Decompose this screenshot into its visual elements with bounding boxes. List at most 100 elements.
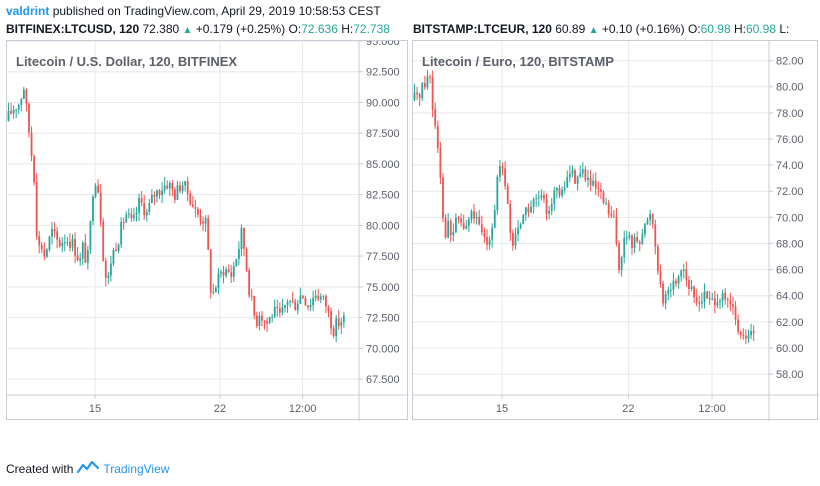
candle-body (571, 170, 574, 174)
candle-body (631, 235, 633, 248)
candle-body (120, 221, 123, 245)
candle-body (509, 203, 512, 233)
y-tick-label: 58.00 (776, 369, 804, 381)
candle-body (662, 283, 664, 304)
candles (7, 86, 345, 343)
y-tick-label: 95.000 (366, 41, 400, 48)
candle-body (30, 132, 33, 156)
candle-body (416, 92, 418, 95)
chart-title: Litecoin / U.S. Dollar, 120, BITFINEX (16, 54, 238, 69)
grid (413, 41, 769, 395)
candle-body (76, 255, 79, 261)
candle-body (133, 214, 135, 219)
candle-body (413, 92, 416, 100)
candle-body (581, 169, 584, 174)
candle-body (431, 77, 434, 110)
candle-body (610, 213, 613, 216)
tradingview-logo-icon[interactable] (77, 460, 100, 477)
candle-body (656, 246, 659, 272)
candle-body (514, 234, 517, 246)
candle-body (143, 202, 146, 216)
chart-panel-ltcusd[interactable]: 95.000 92.500 90.000 87.500 85.000 82.500 80.0… (6, 40, 409, 421)
candle-body (532, 199, 535, 207)
candle-body (589, 178, 592, 186)
candle-body (659, 271, 662, 284)
candle-body (322, 295, 325, 297)
candle-body (543, 195, 545, 199)
candle-body (35, 182, 38, 237)
candle-body (28, 103, 30, 133)
y-tick-label: 75.000 (366, 282, 400, 294)
candle-body (174, 189, 176, 200)
candle-body (238, 249, 240, 260)
candle-body (61, 242, 64, 247)
candle-body (127, 213, 130, 215)
candle-body (104, 260, 107, 278)
candle-body (620, 257, 623, 271)
open-label: O: (687, 22, 701, 36)
candle-body (107, 275, 110, 278)
candle-body (214, 287, 217, 292)
candle-body (317, 295, 320, 300)
price-chart-svg[interactable]: 82.00 80.00 78.00 76.00 74.00 72.00 70.00 68.00… (413, 41, 819, 421)
candle-body (556, 188, 558, 191)
candle-body (171, 183, 174, 190)
candle-body (51, 229, 53, 237)
candle-body (212, 291, 215, 293)
candle-body (734, 306, 737, 320)
candle-body (243, 227, 245, 249)
candle-body (240, 227, 243, 250)
y-tick-label: 74.00 (776, 160, 804, 172)
candle-body (332, 328, 335, 337)
candle-body (462, 222, 465, 229)
candle-body (286, 301, 289, 305)
candle-body (418, 94, 421, 99)
candle-body (89, 221, 92, 250)
candle-body (721, 292, 724, 301)
candle-body (99, 192, 102, 222)
candle-body (176, 185, 179, 200)
low-label: L: (779, 22, 790, 36)
symbol-line-right: BITSTAMP:LTCEUR, 120 60.89 ▲ +0.10 (+0.1… (413, 22, 818, 36)
candle-body (434, 109, 437, 126)
candle-body (457, 217, 460, 219)
candle-body (25, 89, 28, 104)
high-value: 60.98 (746, 22, 777, 36)
candle-body (682, 269, 685, 271)
chart-panel-ltceur[interactable]: 82.00 80.00 78.00 76.00 74.00 72.00 70.00 68.00… (412, 40, 819, 421)
candle-body (102, 221, 105, 261)
candle-body (421, 83, 424, 99)
candle-body (189, 193, 192, 205)
candle-body (726, 299, 729, 301)
candle-body (511, 232, 514, 246)
price-chart-svg[interactable]: 95.000 92.500 90.000 87.500 85.000 82.500 80.0… (7, 41, 409, 421)
created-with-text: Created with (6, 461, 74, 476)
candle-body (245, 248, 248, 271)
candle-body (584, 169, 587, 180)
candle-body (486, 236, 488, 245)
candle-body (22, 89, 25, 99)
candle-body (592, 180, 595, 186)
open-value: 72.636 (301, 22, 338, 36)
symbol-line-left: BITFINEX:LTCUSD, 120 72.380 ▲ +0.179 (+0… (6, 22, 408, 36)
candle-body (74, 238, 76, 256)
x-tick-label: 15 (496, 403, 508, 415)
candle-body (716, 302, 719, 306)
candle-body (600, 189, 602, 192)
candle-body (576, 176, 579, 184)
author-name[interactable]: valdrint (6, 4, 50, 18)
candle-body (161, 190, 163, 196)
candle-body (253, 295, 256, 316)
candle-body (43, 249, 46, 257)
candle-body (179, 185, 181, 192)
candle-body (732, 304, 734, 307)
candle-body (112, 249, 115, 264)
candle-body (314, 295, 317, 298)
candle-body (63, 242, 66, 244)
tradingview-brand-link[interactable]: TradingView (103, 461, 170, 476)
candle-body (325, 295, 327, 307)
candle-body (519, 224, 522, 228)
candle-body (17, 105, 20, 110)
candle-body (222, 271, 225, 276)
candle-body (475, 216, 478, 219)
